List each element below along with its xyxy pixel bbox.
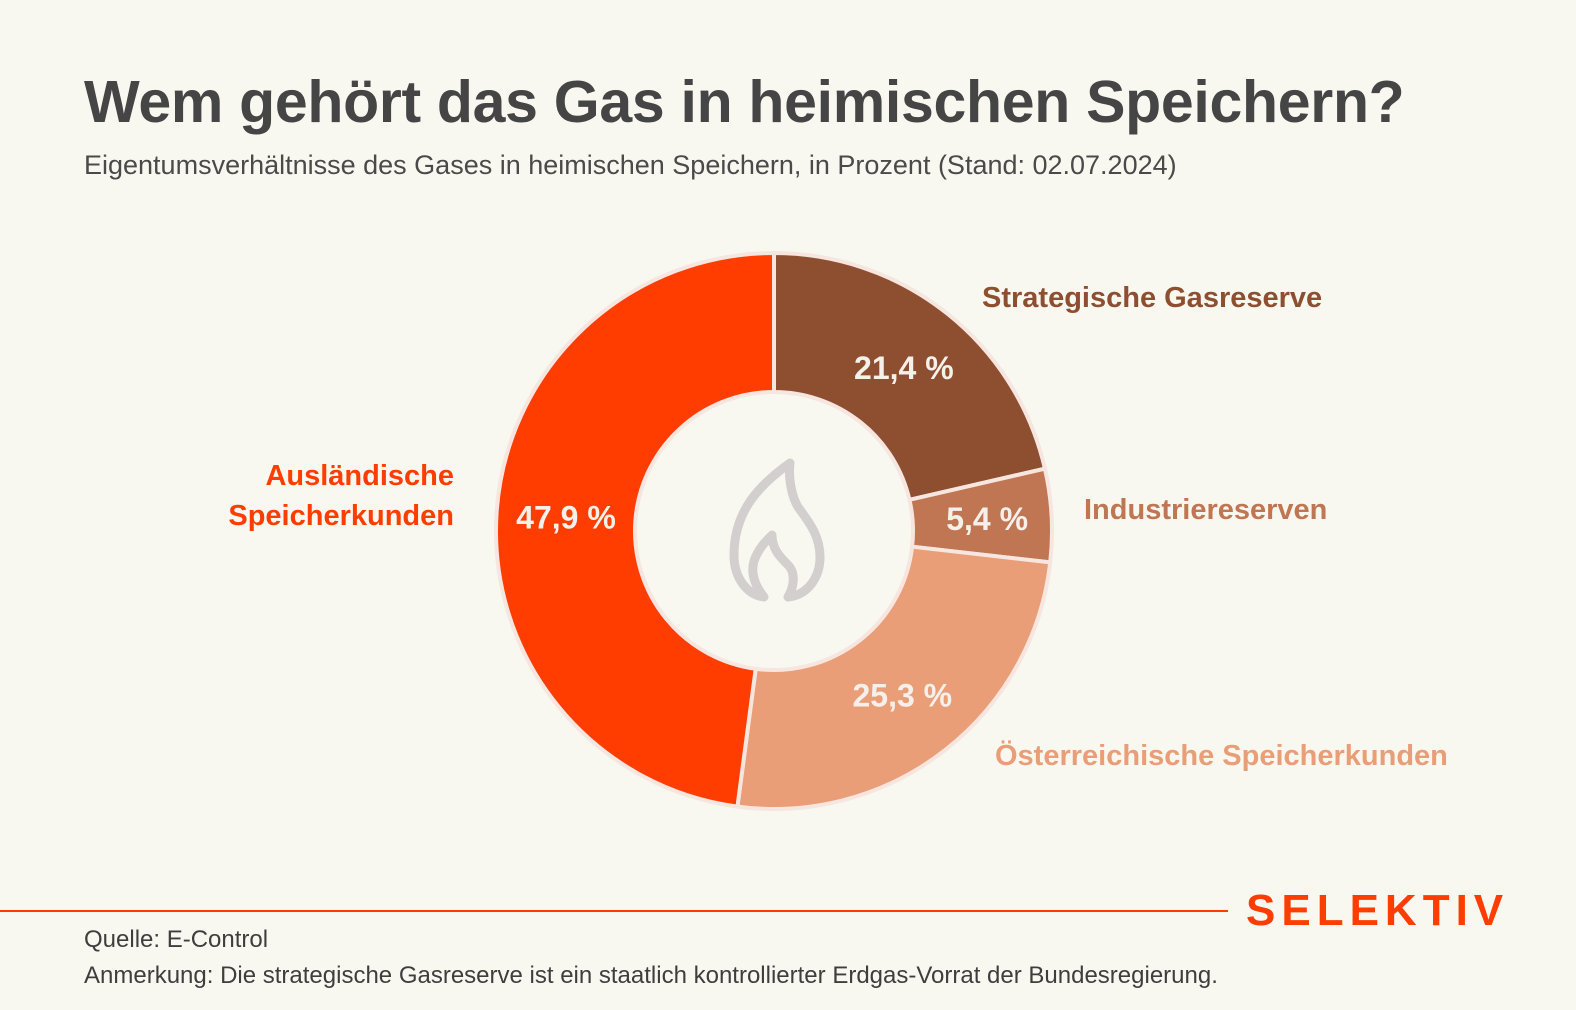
data-label: 47,9 % — [516, 499, 616, 535]
legend-label-oesterreich: Österreichische Speicherkunden — [995, 740, 1448, 772]
data-label: 5,4 % — [946, 501, 1028, 537]
donut-slice — [772, 250, 1048, 503]
donut-slice — [494, 250, 776, 809]
footer-divider — [0, 910, 1228, 912]
chart-title: Wem gehört das Gas in heimischen Speiche… — [84, 69, 1405, 135]
flame-icon — [729, 458, 825, 602]
note-text: Anmerkung: Die strategische Gasreserve i… — [84, 962, 1218, 989]
legend-label-strategische: Strategische Gasreserve — [982, 282, 1323, 314]
selektiv-logo: SELEKTIV — [1246, 886, 1510, 935]
data-label: 21,4 % — [854, 350, 954, 386]
legend-label-auslaendisch: Ausländische Speicherkunden — [228, 460, 454, 532]
source-text: Quelle: E-Control — [84, 926, 269, 953]
legend-label-industrie: Industriereserven — [1084, 494, 1328, 526]
data-label: 25,3 % — [852, 677, 952, 713]
donut-slice — [735, 544, 1053, 811]
chart-subtitle: Eigentumsverhältnisse des Gases in heimi… — [84, 150, 1177, 180]
